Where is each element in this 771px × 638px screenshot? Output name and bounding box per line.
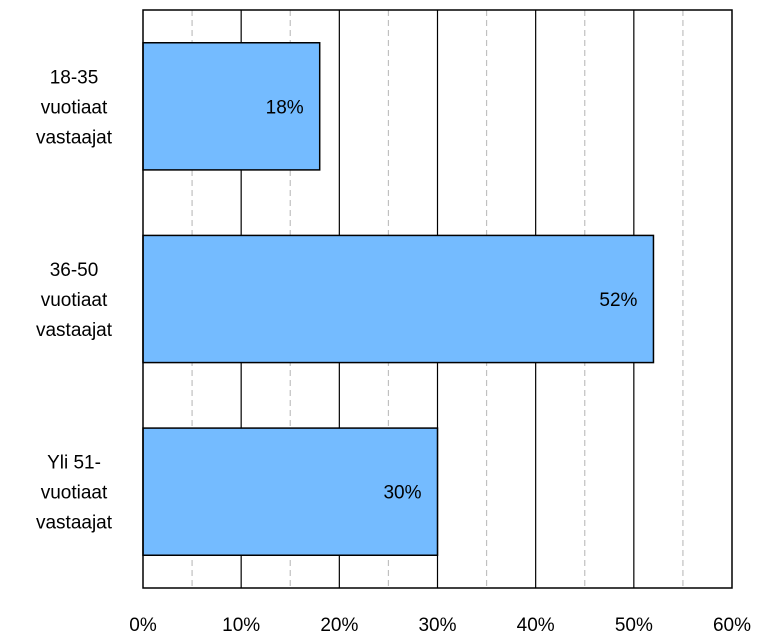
category-label-line: vastaajat bbox=[36, 513, 113, 534]
x-tick-label: 40% bbox=[517, 615, 555, 633]
labels: 18% 18-35 vuotiaat vastaajat 52% 36-50 vuotiaa… bbox=[36, 67, 751, 636]
category-label: 36-50 vuotiaat vastaajat bbox=[36, 260, 113, 341]
plot-frame bbox=[142, 9, 733, 589]
x-tick-label: 30% bbox=[418, 615, 456, 633]
category-label: 18-35 vuotiaat vastaajat bbox=[36, 67, 113, 148]
category-label-line: 18-35 bbox=[50, 67, 99, 88]
category-label-line: vuotiaat bbox=[41, 290, 108, 311]
category-label-line: 36-50 bbox=[50, 260, 99, 281]
x-tick-label: 60% bbox=[713, 615, 751, 633]
category-label-line: vuotiaat bbox=[41, 483, 108, 504]
category-label-line: vuotiaat bbox=[41, 97, 108, 118]
x-tick-label: 10% bbox=[222, 615, 260, 633]
data-label: 18% bbox=[266, 97, 304, 118]
x-tick-label: 0% bbox=[129, 615, 157, 633]
x-tick-label: 20% bbox=[320, 615, 358, 633]
data-label: 30% bbox=[383, 483, 421, 504]
bars bbox=[142, 42, 655, 556]
bar bbox=[142, 234, 655, 364]
x-tick-label: 50% bbox=[615, 615, 653, 633]
plot-area-border bbox=[142, 9, 733, 589]
category-label-line: vastaajat bbox=[36, 127, 113, 148]
category-label: Yli 51- vuotiaat vastaajat bbox=[36, 453, 113, 534]
category-label-line: Yli 51- bbox=[47, 453, 101, 474]
bar bbox=[142, 427, 439, 556]
category-label-line: vastaajat bbox=[36, 320, 113, 341]
data-label: 52% bbox=[599, 290, 637, 311]
